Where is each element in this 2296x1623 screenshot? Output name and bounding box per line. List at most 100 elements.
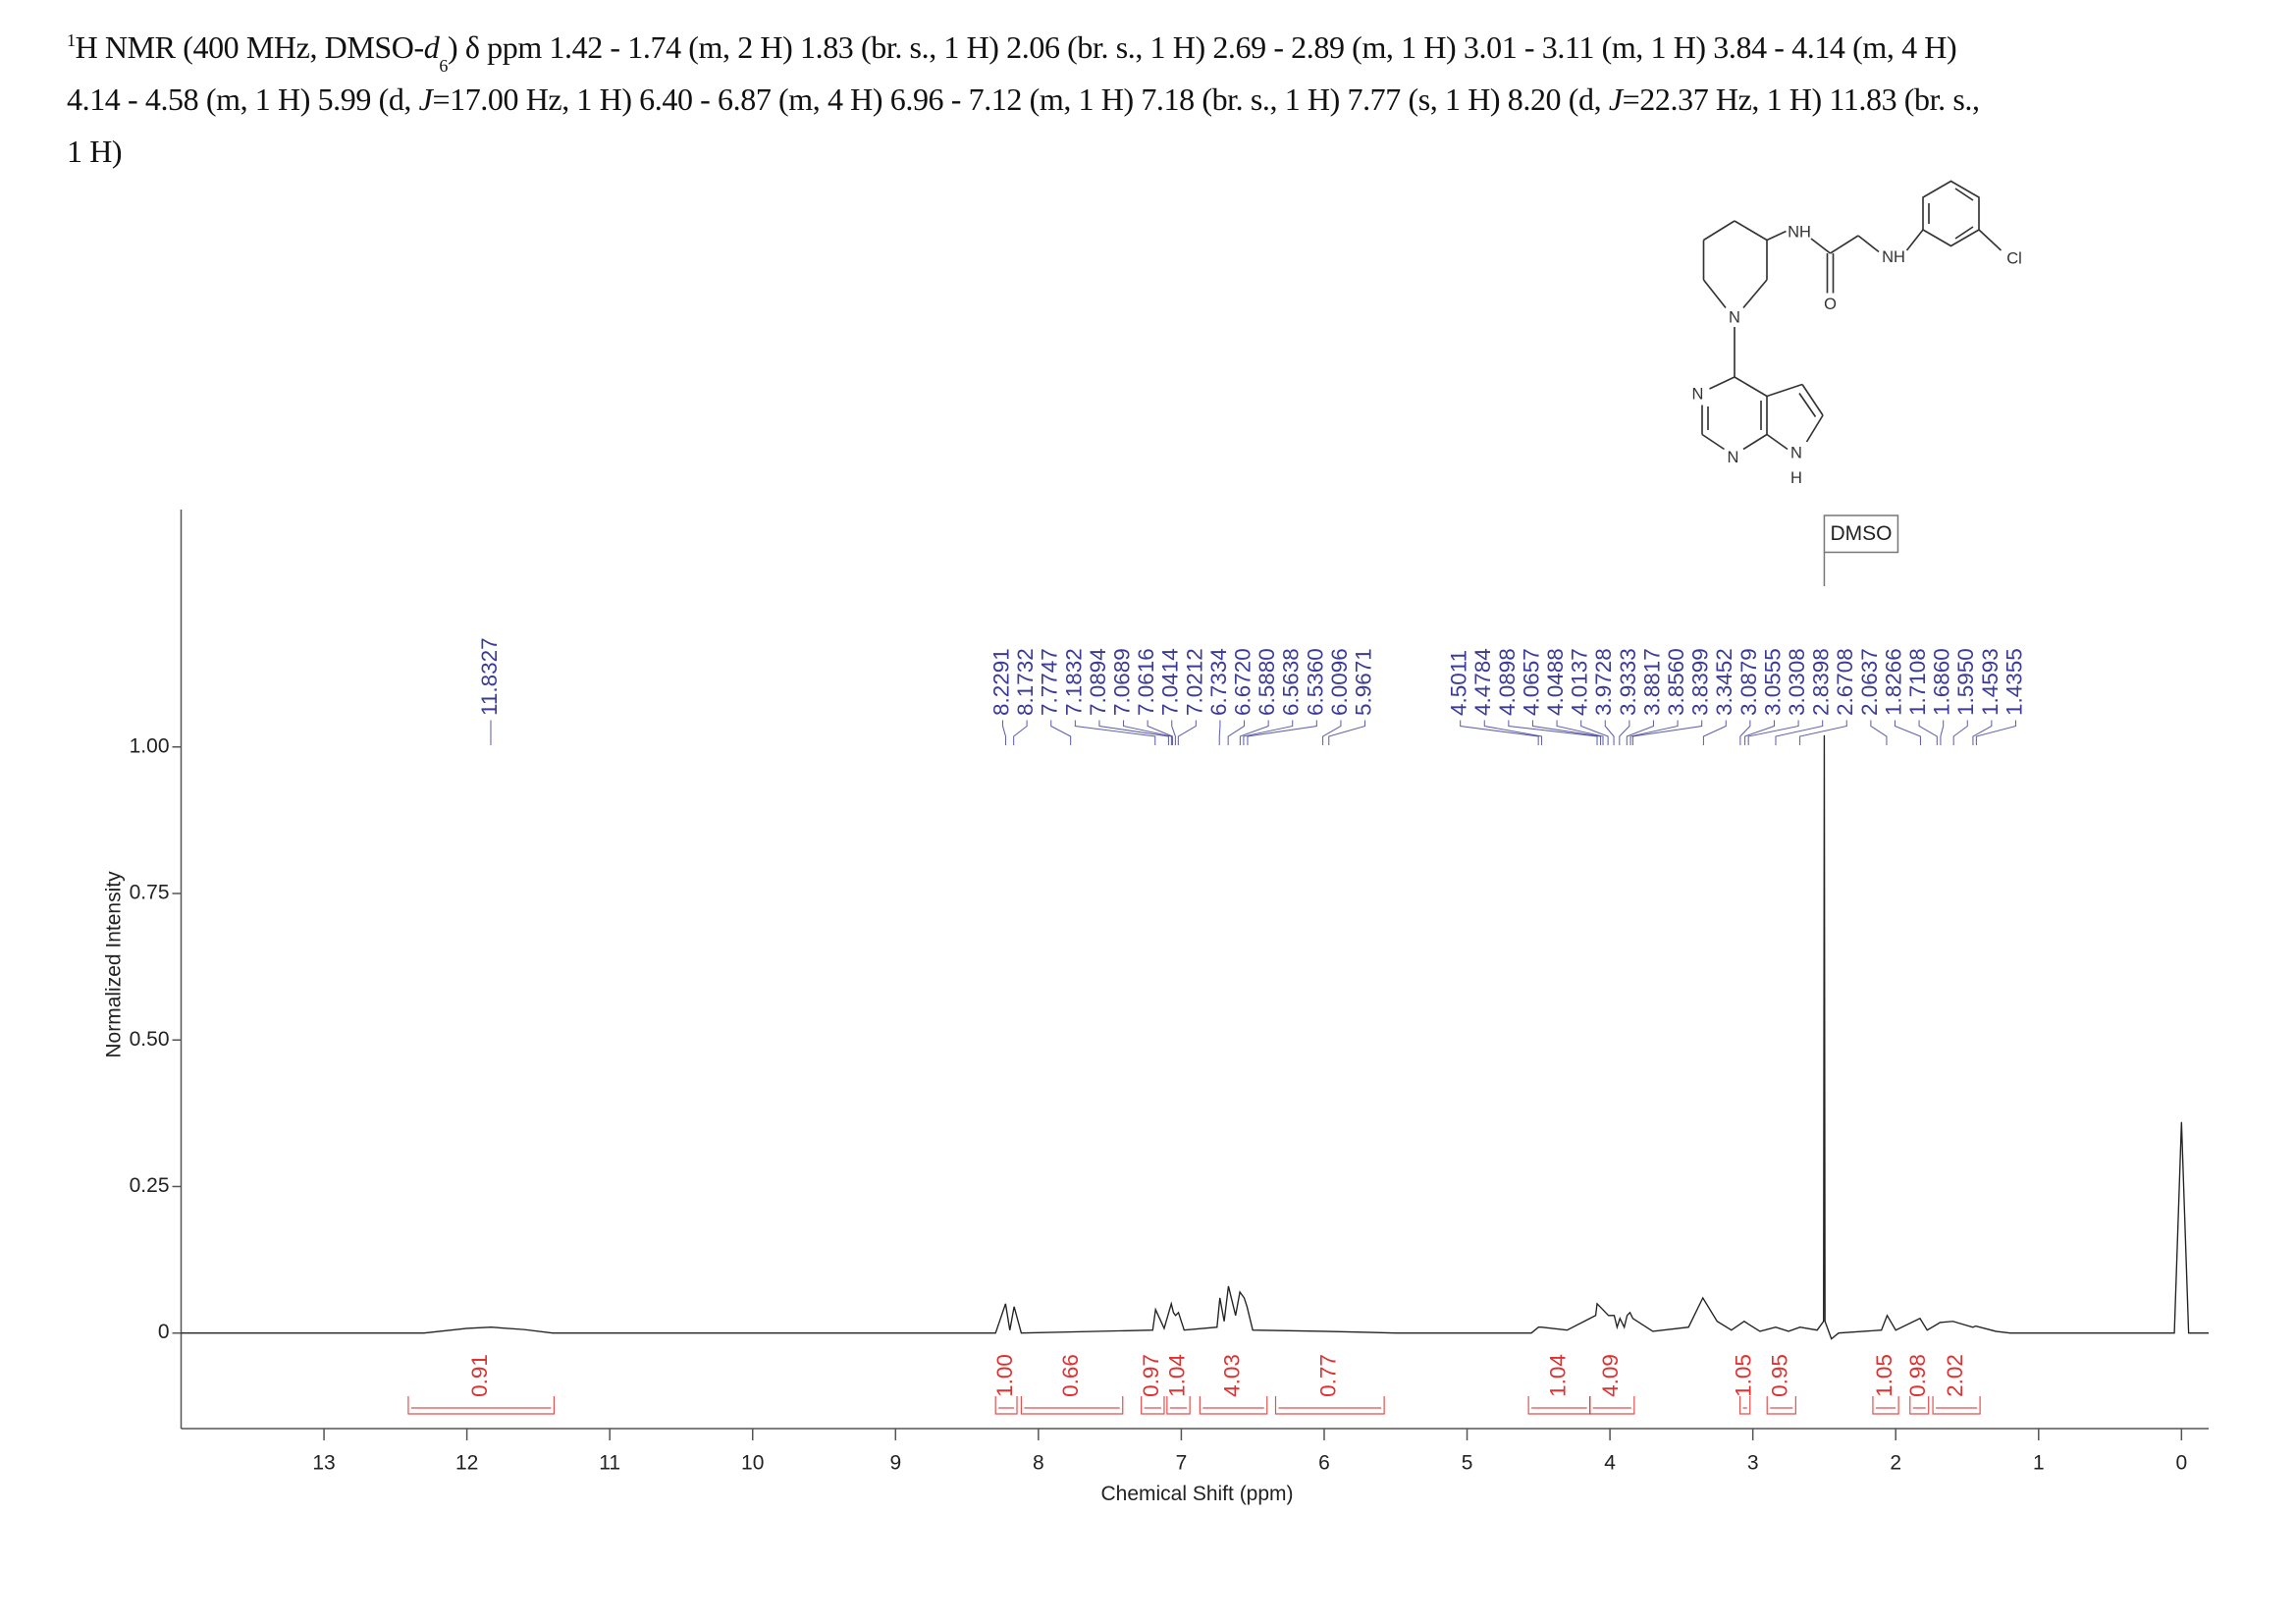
integral-label: 0.95: [1768, 1354, 1792, 1397]
peak-label: 1.5950: [1953, 648, 1978, 716]
header-text: 4.14 - 4.58 (m, 1 H) 5.99 (d, J=17.00 Hz…: [67, 81, 1980, 117]
peak-connector: [1074, 720, 1156, 745]
bond: [1978, 229, 2002, 251]
subscript: 6: [439, 56, 448, 76]
y-tick-label: 0.50: [130, 1028, 170, 1051]
bond: [1857, 235, 1880, 253]
integral-bracket: [1020, 1396, 1124, 1415]
peak-connector: [1744, 720, 1775, 745]
peak-label: 7.1832: [1061, 648, 1086, 716]
peak-label: 3.8399: [1688, 648, 1713, 716]
peak-label: 6.5880: [1255, 648, 1279, 716]
peak-connector: [1775, 720, 1824, 745]
integral-bracket: [1166, 1396, 1191, 1415]
peak-connector: [1747, 720, 1799, 745]
structure: NH O NH Cl N N N N H: [1692, 180, 2022, 487]
bond: [1702, 279, 1727, 309]
text: J: [418, 81, 433, 117]
integral-bracket: [1738, 1396, 1751, 1415]
annotation: DMSO: [1830, 522, 1892, 545]
peak-connector: [1626, 720, 1654, 745]
peak-label: 1.6860: [1930, 648, 1954, 716]
peak-connector: [1243, 720, 1294, 745]
bond: [1766, 433, 1789, 451]
peak-label: 7.0894: [1086, 648, 1110, 716]
integral-label: 1.05: [1872, 1354, 1896, 1397]
peak-connector: [1098, 720, 1169, 745]
peak-label: 3.8560: [1664, 648, 1688, 716]
atom-label: Cl: [2006, 249, 2022, 267]
peak-connector: [1556, 720, 1604, 745]
peak-label: 6.7334: [1206, 648, 1231, 716]
x-tick-label: 13: [312, 1452, 335, 1475]
atom-label: N: [1728, 449, 1739, 466]
text: =22.37 Hz, 1 H) 11.83 (br. s.,: [1622, 81, 1980, 117]
peak-label: 1.4355: [2002, 648, 2026, 716]
integral-label: 0.77: [1316, 1354, 1341, 1397]
integral-label: 1.04: [1545, 1354, 1570, 1397]
text: =17.00 Hz, 1 H) 6.40 - 6.87 (m, 4 H) 6.9…: [432, 81, 1609, 117]
atom-label: N: [1692, 385, 1704, 403]
text: H NMR (400 MHz, DMSO-: [75, 29, 425, 65]
bond: [1709, 376, 1735, 390]
integral-label: 1.00: [992, 1354, 1017, 1397]
bond: [1701, 433, 1725, 451]
peak-connector: [1619, 720, 1630, 745]
peak-label: 7.0616: [1134, 648, 1158, 716]
x-axis-title: Chemical Shift (ppm): [1100, 1483, 1293, 1505]
peak-label: 7.0414: [1158, 648, 1183, 716]
peak-label: 4.0488: [1543, 648, 1568, 716]
peak-connector: [1799, 720, 1847, 745]
bond: [1810, 238, 1832, 254]
x-tick-label: 12: [455, 1452, 478, 1475]
peak-connector: [1972, 720, 1993, 745]
peak-label: 2.0637: [1857, 648, 1882, 716]
peak-connector: [1918, 720, 1938, 745]
y-tick-label: 1.00: [130, 734, 170, 757]
ring: [1922, 180, 1980, 247]
integral-bracket: [407, 1396, 556, 1415]
peak-label: 2.8398: [1809, 648, 1834, 716]
bond: [1703, 220, 1735, 242]
integral-bracket: [994, 1396, 1018, 1415]
peak-connector: [1002, 720, 1007, 745]
peak-label: 6.6720: [1230, 648, 1255, 716]
text: J: [1608, 81, 1623, 117]
peak-connector: [1508, 720, 1598, 745]
annotation-box: [1823, 514, 1899, 554]
integral-bracket: [1141, 1396, 1165, 1415]
integral-label: 1.05: [1732, 1354, 1756, 1397]
integral-bracket: [1199, 1396, 1268, 1415]
peak-connector: [1483, 720, 1542, 745]
bond: [1734, 220, 1768, 242]
x-tick-label: 4: [1604, 1452, 1616, 1475]
atom-label: NH: [1788, 223, 1811, 241]
peak-connector: [1531, 720, 1602, 745]
x-tick-label: 0: [2176, 1452, 2188, 1475]
peak-label: 5.9671: [1351, 648, 1375, 716]
x-tick-label: 1: [2033, 1452, 2045, 1475]
peak-connector: [1894, 720, 1921, 745]
peak-label: 7.0689: [1109, 648, 1134, 716]
bond: [1798, 393, 1817, 417]
peak-label: 6.5638: [1279, 648, 1304, 716]
peak-connector: [1870, 720, 1888, 745]
peak-label: 3.0879: [1736, 648, 1761, 716]
peak-connector: [1702, 720, 1727, 745]
x-tick-label: 6: [1318, 1452, 1330, 1475]
peak-label: 11.8327: [477, 637, 502, 716]
y-axis-title: Normalized Intensity: [103, 871, 126, 1058]
atom-label: H: [1790, 469, 1802, 487]
peak-connector: [1940, 720, 1945, 745]
peak-label: 3.3452: [1712, 648, 1736, 716]
bond: [1954, 188, 1974, 201]
peak-label: 3.0555: [1760, 648, 1785, 716]
bond: [1742, 279, 1768, 309]
integral-label: 0.91: [467, 1354, 492, 1397]
peak-label: 1.4593: [1978, 648, 2002, 716]
bond: [1766, 230, 1787, 242]
integral-bracket: [1527, 1396, 1591, 1415]
peak-label: 3.9728: [1591, 648, 1616, 716]
